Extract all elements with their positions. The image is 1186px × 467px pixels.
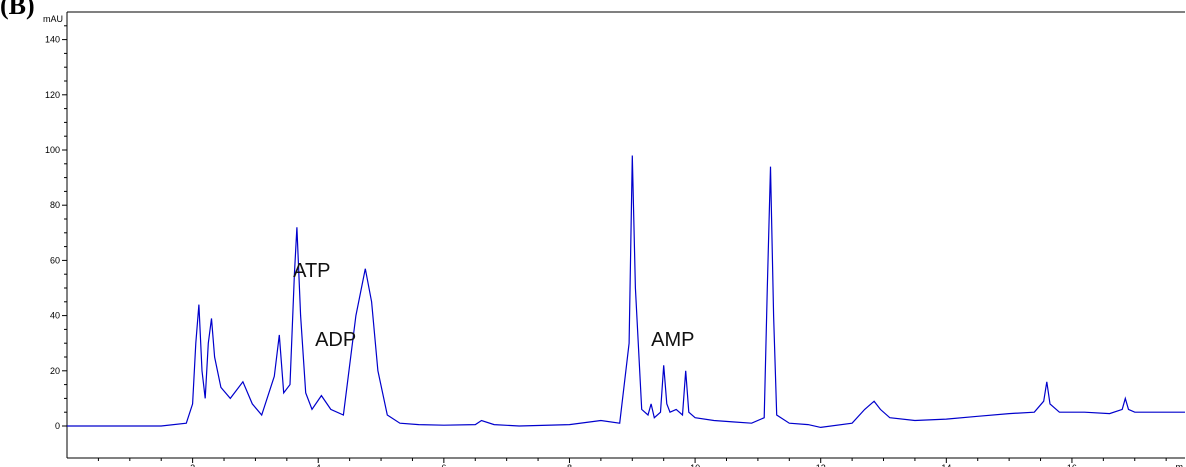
y-tick-label: 40 [50, 311, 60, 321]
peak-label: AMP [651, 329, 694, 351]
x-tick-label: 14 [941, 463, 951, 467]
x-tick-label: 2 [190, 463, 195, 467]
y-axis: 0 20 40 60 80 100 120 140 [45, 25, 67, 431]
y-tick-label: 0 [55, 421, 60, 431]
y-axis-label: mAU [43, 14, 63, 24]
peak-annotations: ATP ADP AMP [293, 260, 694, 351]
y-tick-label: 80 [50, 200, 60, 210]
x-tick-label: 16 [1067, 463, 1077, 467]
x-tick-label: 12 [816, 463, 826, 467]
panel-label: (B) [0, 0, 35, 20]
y-tick-label: 20 [50, 366, 60, 376]
y-tick-label: 60 [50, 255, 60, 265]
peak-label: ATP [293, 260, 330, 282]
y-tick-label: 120 [45, 90, 60, 100]
peak-label: ADP [315, 329, 356, 351]
y-tick-label: 100 [45, 145, 60, 155]
x-tick-label: 4 [316, 463, 321, 467]
chromatogram-trace [67, 155, 1185, 429]
x-tick-label: 10 [690, 463, 700, 467]
plot-frame [66, 11, 1185, 459]
x-tick-label: 8 [567, 463, 572, 467]
x-axis-label: m [1176, 462, 1184, 467]
x-tick-label: 6 [441, 463, 446, 467]
x-axis: 2 4 6 8 10 12 14 16 [97, 458, 1167, 467]
y-tick-label: 140 [45, 35, 60, 45]
